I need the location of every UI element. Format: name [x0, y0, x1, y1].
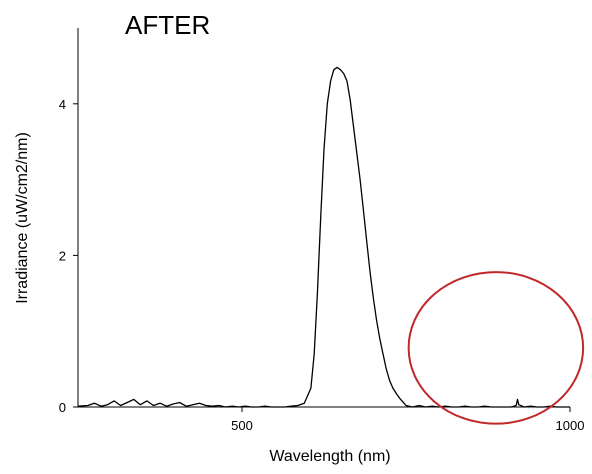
y-axis-label: Irradiance (uW/cm2/nm)	[14, 132, 31, 304]
y-tick-label: 4	[59, 97, 66, 112]
x-tick-label: 500	[231, 418, 253, 433]
y-tick-label: 2	[59, 248, 66, 263]
y-tick-label: 0	[59, 400, 66, 415]
annotation-layer	[407, 271, 585, 425]
axes	[77, 28, 570, 408]
chart-title: AFTER	[125, 10, 210, 40]
y-ticks: 0 2 4	[59, 97, 78, 415]
irradiance-series-line	[77, 66, 570, 408]
x-tick-label: 1000	[556, 418, 585, 433]
highlight-ellipse	[407, 271, 585, 425]
x-axis-label: Wavelength (nm)	[269, 448, 390, 465]
x-ticks: 500 1000	[231, 407, 584, 433]
series-layer	[77, 66, 570, 408]
